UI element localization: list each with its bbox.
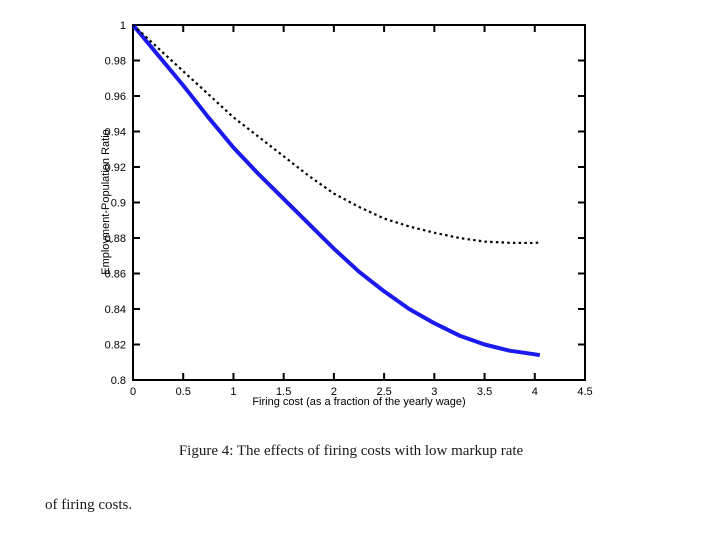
figure-caption: Figure 4: The effects of firing costs wi…	[178, 443, 524, 459]
x-tick-label: 1.5	[276, 386, 291, 398]
x-tick-label: 2	[331, 386, 337, 398]
y-tick-label: 0.96	[105, 91, 126, 103]
y-tick-label: 0.92	[105, 162, 126, 174]
plot-frame	[132, 24, 586, 381]
x-tick-label: 0	[130, 386, 136, 398]
dotted-black-curve	[132, 24, 540, 245]
x-tick-label: 3	[431, 386, 437, 398]
x-tick-label: 1	[230, 386, 236, 398]
y-tick-label: 0.82	[105, 340, 126, 352]
y-tick-label: 0.9	[111, 198, 126, 210]
solid-blue-curve	[131, 23, 541, 358]
y-tick-label: 0.94	[105, 127, 126, 139]
x-axis-label: Firing cost (as a fraction of the yearly…	[252, 396, 466, 408]
y-tick-label: 0.98	[105, 56, 126, 68]
y-tick-label: 0.86	[105, 269, 126, 281]
y-tick-label: 1	[120, 20, 126, 32]
body-text: of firing costs.	[45, 497, 133, 513]
y-tick-label: 0.8	[111, 375, 126, 387]
x-tick-label: 2.5	[376, 386, 391, 398]
x-tick-label: 4	[532, 386, 538, 398]
x-tick-label: 4.5	[577, 386, 592, 398]
y-tick-label: 0.88	[105, 233, 126, 245]
x-tick-label: 3.5	[477, 386, 492, 398]
x-tick-label: 0.5	[176, 386, 191, 398]
y-axis-label: Employment-Population Ratio	[100, 129, 112, 275]
y-tick-label: 0.84	[105, 304, 126, 316]
